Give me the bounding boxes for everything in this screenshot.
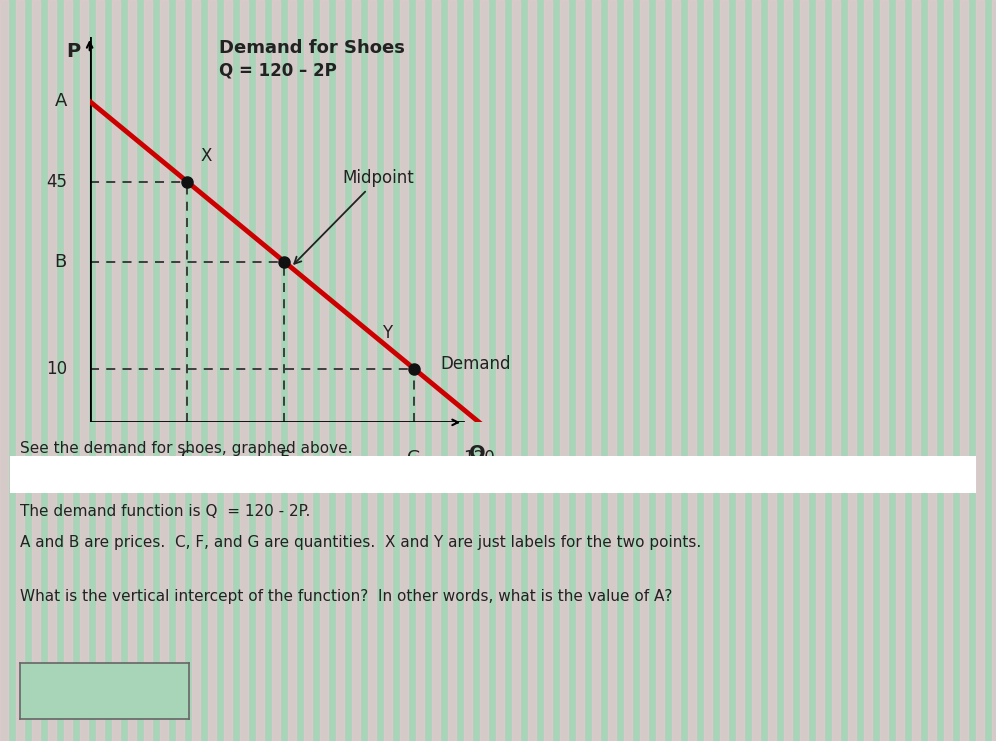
Bar [320,0,328,741]
Text: 10: 10 [46,360,67,378]
Bar [480,0,488,741]
Bar [432,0,440,741]
Bar [192,0,200,741]
Bar [928,0,936,741]
Bar [160,0,168,741]
Bar [912,0,920,741]
Text: What is the vertical intercept of the function?  In other words, what is the val: What is the vertical intercept of the fu… [20,589,672,604]
FancyBboxPatch shape [0,456,991,492]
Bar [144,0,152,741]
Text: The demand function is Q  = 120 - 2P.: The demand function is Q = 120 - 2P. [20,504,311,519]
Bar [112,0,120,741]
Bar [416,0,424,741]
Bar [736,0,744,741]
Bar [864,0,872,741]
Bar [512,0,520,741]
Text: C: C [181,449,193,467]
Bar [528,0,536,741]
Bar [608,0,616,741]
Text: A and B are prices.  C, F, and G are quantities.  X and Y are just labels for th: A and B are prices. C, F, and G are quan… [20,535,701,550]
Bar [576,0,584,741]
Bar [32,0,40,741]
Bar [0,0,8,741]
Bar [896,0,904,741]
Text: 120: 120 [463,449,495,467]
Bar [224,0,232,741]
Bar [944,0,952,741]
Text: Y: Y [381,324,391,342]
Bar [48,0,56,741]
Bar [64,0,72,741]
Bar [592,0,600,741]
Bar [208,0,216,741]
Bar [400,0,408,741]
Bar [832,0,840,741]
Text: Demand: Demand [440,354,511,373]
Bar [272,0,280,741]
Bar [672,0,680,741]
Bar [304,0,312,741]
Text: B: B [55,253,67,270]
Bar [640,0,648,741]
Bar [256,0,264,741]
Bar [816,0,824,741]
Text: X: X [200,147,211,165]
Bar [96,0,104,741]
Bar [992,0,996,741]
Text: G: G [407,449,421,467]
Bar [336,0,344,741]
Bar [496,0,504,741]
Bar [656,0,664,741]
Text: Q: Q [469,444,486,463]
Bar [448,0,456,741]
Text: A: A [55,93,67,110]
Bar [240,0,248,741]
Bar [848,0,856,741]
Bar [352,0,360,741]
Text: F: F [279,449,290,467]
Bar [752,0,760,741]
Bar [384,0,392,741]
Text: P: P [67,42,81,62]
Text: Midpoint: Midpoint [294,169,414,264]
Bar [688,0,696,741]
Bar [464,0,472,741]
Text: 45: 45 [46,173,67,190]
Text: See the demand for shoes, graphed above.: See the demand for shoes, graphed above. [20,441,353,456]
Bar [288,0,296,741]
Bar [704,0,712,741]
Text: Demand for Shoes: Demand for Shoes [219,39,405,57]
Bar [560,0,568,741]
Bar [176,0,184,741]
Text: Q = 120 – 2P: Q = 120 – 2P [219,62,337,79]
Bar [624,0,632,741]
Bar [128,0,136,741]
Bar [800,0,808,741]
Bar [768,0,776,741]
Bar [784,0,792,741]
Bar [80,0,88,741]
Bar [720,0,728,741]
Bar [16,0,24,741]
Bar [880,0,888,741]
Bar [960,0,968,741]
Bar [544,0,552,741]
Bar [976,0,984,741]
Bar [368,0,376,741]
